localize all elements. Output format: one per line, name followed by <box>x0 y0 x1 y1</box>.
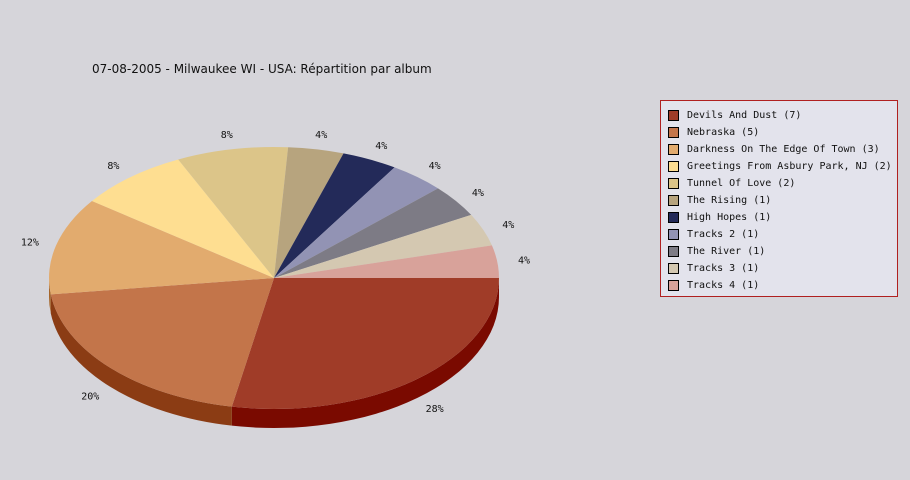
legend-label: Darkness On The Edge Of Town (3) <box>687 144 880 155</box>
chart-title: 07-08-2005 - Milwaukee WI - USA: Réparti… <box>92 62 432 76</box>
legend-swatch <box>668 144 679 155</box>
pie-slice-nebraska <box>50 278 274 407</box>
legend-item: Nebraska (5) <box>668 124 897 141</box>
pie-sides <box>49 278 499 428</box>
pie-slice-darkness-on-the-edge-of-town-side <box>49 278 51 314</box>
pie-slice-tracks-2-percent-label: 4% <box>429 161 441 172</box>
legend-swatch <box>668 280 679 291</box>
legend-label: The River (1) <box>687 246 766 257</box>
legend-swatch <box>668 246 679 257</box>
pie-slice-darkness-on-the-edge-of-town-percent-label: 12% <box>21 238 39 249</box>
legend-item: The River (1) <box>668 243 897 260</box>
pie-slice-tracks-4-percent-label: 4% <box>518 256 530 267</box>
pie-slice-nebraska-percent-label: 20% <box>81 392 99 403</box>
pie-slice-the-rising-percent-label: 4% <box>315 130 327 141</box>
legend: Devils And Dust (7) Nebraska (5) Darkness … <box>660 100 898 297</box>
pie-chart: 28% 20% 12% 8% 8% 4% 4% 4% 4% 4% 4% <box>21 130 530 428</box>
legend-item: The Rising (1) <box>668 192 897 209</box>
legend-label: Tracks 3 (1) <box>687 263 760 274</box>
legend-swatch <box>668 229 679 240</box>
pie-labels: 28% 20% 12% 8% 8% 4% 4% 4% 4% 4% 4% <box>21 130 530 415</box>
legend-swatch <box>668 212 679 223</box>
legend-swatch <box>668 110 679 121</box>
legend-item: Tracks 2 (1) <box>668 226 897 243</box>
legend-label: Tunnel Of Love (2) <box>687 178 796 189</box>
legend-label: Nebraska (5) <box>687 127 760 138</box>
pie-slice-greetings-from-asbury-park-nj-percent-label: 8% <box>107 161 119 172</box>
pie-slice-nebraska-side <box>50 294 232 426</box>
pie-slice-high-hopes <box>274 153 395 278</box>
pie-slice-the-rising <box>274 147 344 278</box>
legend-label: Greetings From Asbury Park, NJ (2) <box>687 161 892 172</box>
pie-slice-tracks-2 <box>274 167 439 278</box>
legend-label: Tracks 4 (1) <box>687 280 760 291</box>
pie-slice-high-hopes-percent-label: 4% <box>375 141 387 152</box>
legend-item: Greetings From Asbury Park, NJ (2) <box>668 158 897 175</box>
pie-slice-tracks-4 <box>274 245 499 278</box>
legend-item: Tracks 4 (1) <box>668 277 897 294</box>
pie-slice-darkness-on-the-edge-of-town <box>49 201 275 295</box>
legend-item: Tracks 3 (1) <box>668 260 897 277</box>
legend-label: High Hopes (1) <box>687 212 772 223</box>
pie-slice-the-river <box>274 188 472 278</box>
pie-slice-devils-and-dust <box>231 278 499 409</box>
legend-item: Devils And Dust (7) <box>668 107 897 124</box>
pie-slice-the-river-percent-label: 4% <box>472 188 484 199</box>
pie-slice-tunnel-of-love <box>178 147 289 278</box>
legend-swatch <box>668 195 679 206</box>
pie-slice-tracks-3 <box>274 214 492 278</box>
pie-slice-tracks-3-percent-label: 4% <box>502 220 514 231</box>
legend-item: Tunnel Of Love (2) <box>668 175 897 192</box>
legend-label: Devils And Dust (7) <box>687 110 802 121</box>
legend-item: Darkness On The Edge Of Town (3) <box>668 141 897 158</box>
pie-slice-tunnel-of-love-percent-label: 8% <box>221 130 233 141</box>
legend-swatch <box>668 161 679 172</box>
pie-tops <box>49 147 499 409</box>
legend-label: Tracks 2 (1) <box>687 229 760 240</box>
pie-slice-devils-and-dust-percent-label: 28% <box>426 404 444 415</box>
pie-slice-greetings-from-asbury-park-nj <box>91 159 274 278</box>
pie-slice-devils-and-dust-side <box>231 278 499 428</box>
legend-item: High Hopes (1) <box>668 209 897 226</box>
legend-swatch <box>668 178 679 189</box>
legend-swatch <box>668 263 679 274</box>
legend-label: The Rising (1) <box>687 195 772 206</box>
legend-swatch <box>668 127 679 138</box>
